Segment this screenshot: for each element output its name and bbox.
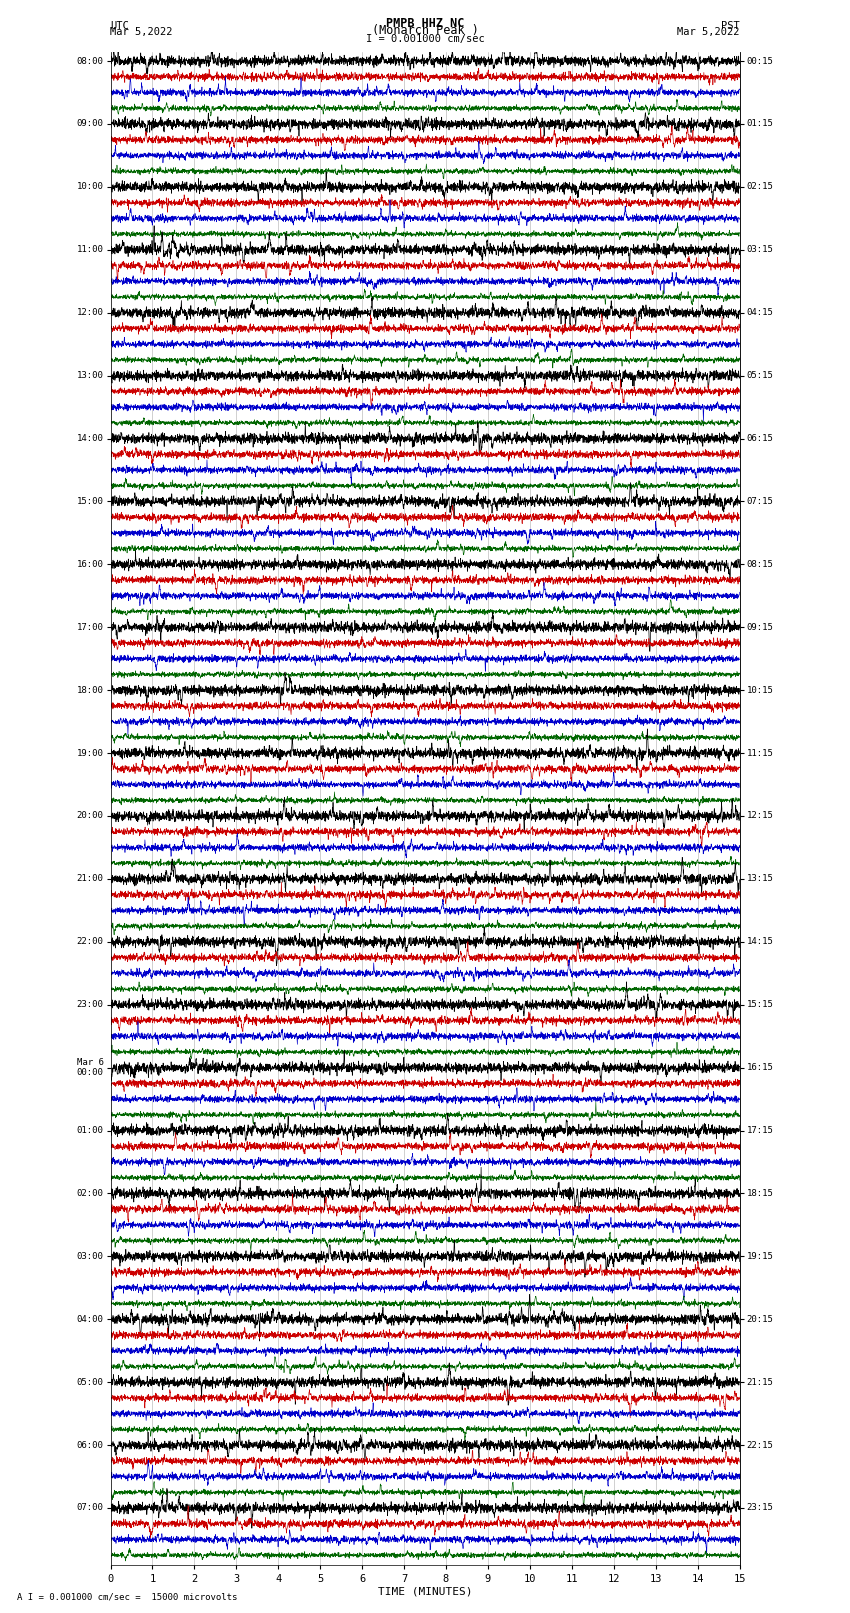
Text: Mar 5,2022: Mar 5,2022 (677, 27, 740, 37)
X-axis label: TIME (MINUTES): TIME (MINUTES) (377, 1587, 473, 1597)
Text: PMPB HHZ NC: PMPB HHZ NC (386, 16, 464, 31)
Text: (Monarch Peak ): (Monarch Peak ) (371, 24, 479, 37)
Text: A I = 0.001000 cm/sec =  15000 microvolts: A I = 0.001000 cm/sec = 15000 microvolts (17, 1592, 237, 1602)
Text: Mar 5,2022: Mar 5,2022 (110, 27, 173, 37)
Text: PST: PST (721, 21, 740, 31)
Text: I = 0.001000 cm/sec: I = 0.001000 cm/sec (366, 34, 484, 44)
Text: UTC: UTC (110, 21, 129, 31)
